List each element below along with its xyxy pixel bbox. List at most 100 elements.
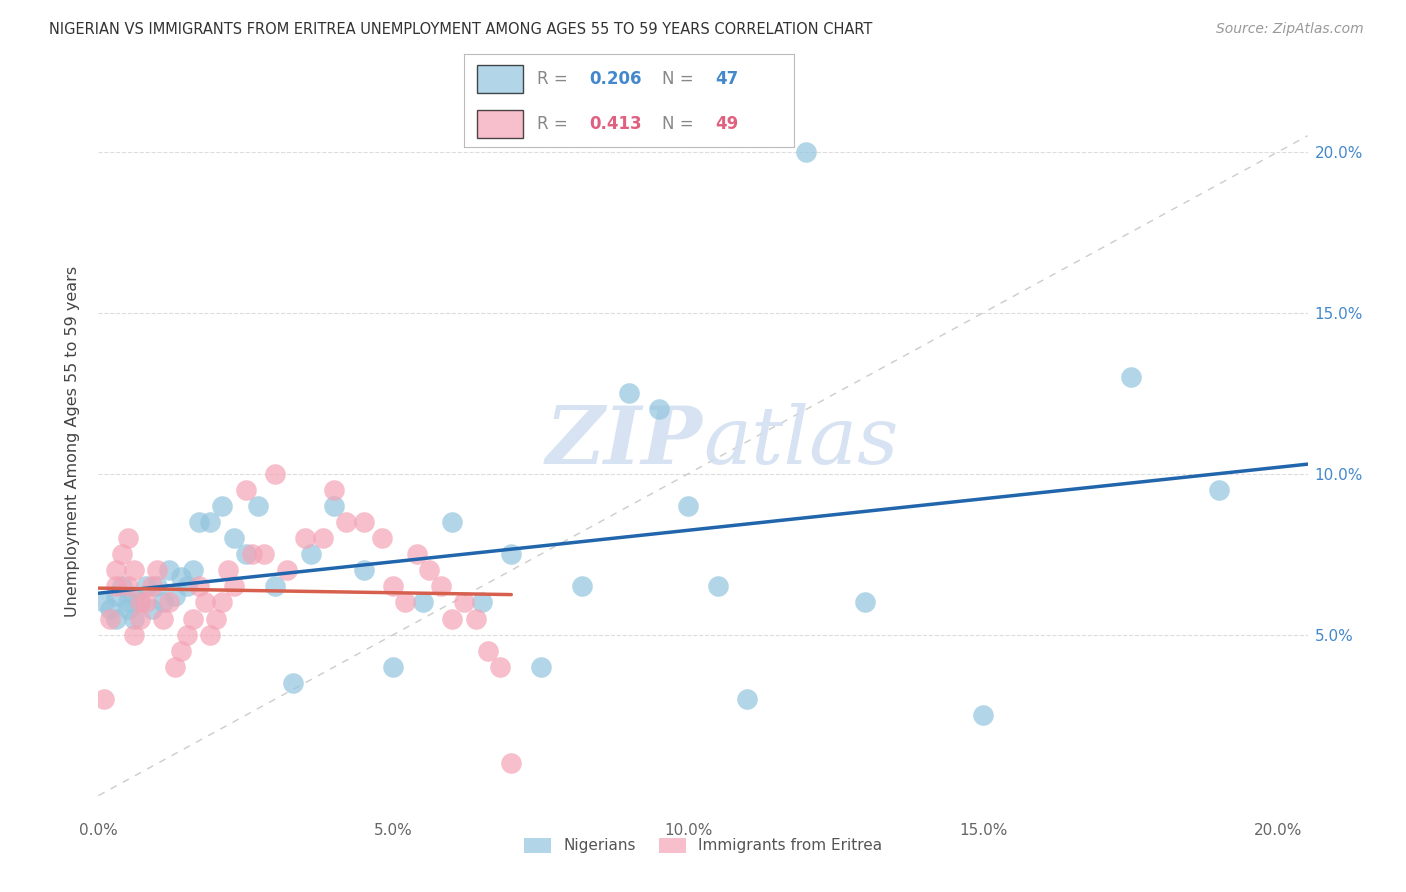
Point [181, 563, 204, 577]
Point [141, 602, 163, 616]
Point [678, 499, 700, 513]
Point [477, 644, 499, 658]
Point [165, 589, 187, 603]
Point [200, 628, 222, 642]
Point [141, 579, 163, 593]
Y-axis label: Unemployment Among Ages 55 to 59 years: Unemployment Among Ages 55 to 59 years [65, 266, 80, 617]
Point [157, 595, 180, 609]
Point [794, 145, 817, 159]
Point [217, 563, 239, 577]
Point [418, 563, 440, 577]
Point [1119, 370, 1142, 384]
Point [323, 499, 346, 513]
Point [252, 547, 274, 561]
Point [222, 579, 245, 593]
Point [501, 547, 523, 561]
Point [122, 589, 145, 603]
FancyBboxPatch shape [477, 110, 523, 138]
Point [176, 579, 198, 593]
Point [281, 676, 304, 690]
Text: 49: 49 [716, 115, 738, 133]
Point [187, 579, 209, 593]
Point [571, 579, 593, 593]
Point [1208, 483, 1230, 497]
Text: N =: N = [662, 115, 699, 133]
Point [453, 595, 475, 609]
Point [117, 579, 139, 593]
Point [706, 579, 728, 593]
Point [429, 579, 451, 593]
Point [117, 595, 139, 609]
Point [111, 579, 134, 593]
Point [735, 692, 758, 706]
Point [382, 660, 405, 674]
FancyBboxPatch shape [477, 65, 523, 93]
Text: R =: R = [537, 115, 572, 133]
Point [98, 602, 121, 616]
Point [412, 595, 434, 609]
Point [146, 563, 169, 577]
Point [370, 531, 392, 545]
Point [165, 660, 187, 674]
Point [122, 563, 145, 577]
Point [222, 531, 245, 545]
Point [93, 595, 115, 609]
Point [205, 611, 228, 625]
Point [135, 595, 157, 609]
Point [105, 563, 128, 577]
Point [240, 547, 263, 561]
Text: NIGERIAN VS IMMIGRANTS FROM ERITREA UNEMPLOYMENT AMONG AGES 55 TO 59 YEARS CORRE: NIGERIAN VS IMMIGRANTS FROM ERITREA UNEM… [49, 22, 873, 37]
Point [176, 628, 198, 642]
Point [98, 611, 121, 625]
Point [111, 547, 134, 561]
Text: 0.206: 0.206 [589, 70, 643, 87]
Point [146, 579, 169, 593]
Point [276, 563, 298, 577]
Point [488, 660, 510, 674]
Point [152, 595, 174, 609]
Point [353, 515, 375, 529]
Point [211, 595, 233, 609]
Point [323, 483, 346, 497]
Text: 0.413: 0.413 [589, 115, 643, 133]
Point [464, 611, 486, 625]
Text: Source: ZipAtlas.com: Source: ZipAtlas.com [1216, 22, 1364, 37]
Point [152, 611, 174, 625]
Point [128, 595, 150, 609]
Legend: Nigerians, Immigrants from Eritrea: Nigerians, Immigrants from Eritrea [517, 831, 889, 860]
Point [246, 499, 269, 513]
Point [128, 611, 150, 625]
Point [471, 595, 494, 609]
Point [648, 402, 671, 417]
Text: atlas: atlas [703, 403, 898, 480]
Point [194, 595, 217, 609]
Point [122, 628, 145, 642]
Point [117, 531, 139, 545]
Point [117, 602, 139, 616]
Point [441, 515, 464, 529]
Text: 47: 47 [716, 70, 738, 87]
Point [157, 563, 180, 577]
Point [105, 589, 128, 603]
Point [394, 595, 416, 609]
Point [170, 570, 193, 584]
Point [619, 386, 641, 401]
Point [200, 515, 222, 529]
Text: R =: R = [537, 70, 572, 87]
Point [299, 547, 322, 561]
Point [972, 708, 994, 723]
Point [501, 756, 523, 771]
Point [311, 531, 333, 545]
Point [382, 579, 405, 593]
Point [170, 644, 193, 658]
Point [294, 531, 316, 545]
Point [406, 547, 429, 561]
Point [235, 483, 257, 497]
Point [187, 515, 209, 529]
Point [211, 499, 233, 513]
Point [530, 660, 553, 674]
Point [235, 547, 257, 561]
Point [853, 595, 876, 609]
Text: N =: N = [662, 70, 699, 87]
Text: ZIP: ZIP [546, 403, 703, 480]
